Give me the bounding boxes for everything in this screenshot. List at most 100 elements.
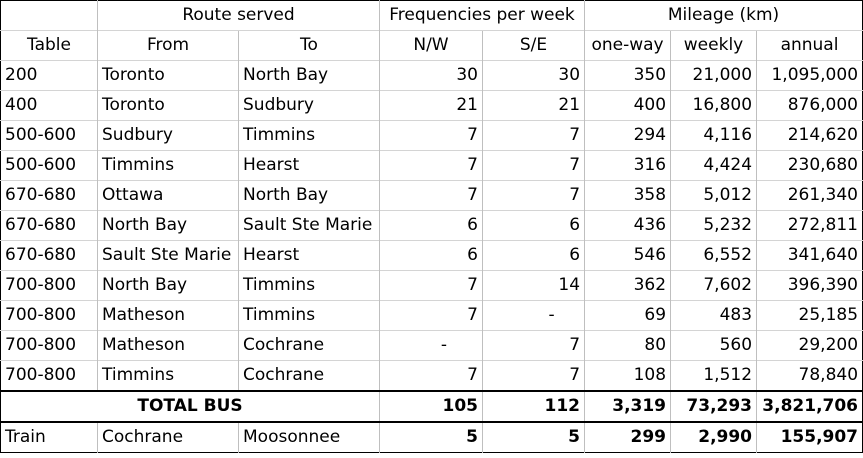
cell-oneway: 316 (584, 150, 671, 181)
cell-se: 21 (481, 90, 585, 121)
total-se: 112 (481, 390, 585, 422)
train-annual: 155,907 (756, 421, 863, 453)
table-row: 500-600 Timmins Hearst 7 7 316 4,424 230… (0, 150, 863, 181)
cell-from: Sudbury (97, 120, 239, 151)
cell-nw: - (379, 330, 483, 361)
cell-se: 30 (481, 60, 585, 91)
cell-to: Timmins (238, 270, 380, 301)
header-blank-cell (1, 1, 98, 31)
cell-annual: 261,340 (756, 180, 863, 211)
total-row: TOTAL BUS 105 112 3,319 73,293 3,821,706 (0, 390, 863, 422)
cell-se: 7 (481, 330, 585, 361)
cell-se: - (481, 300, 585, 331)
cell-table: 700-800 (0, 330, 98, 361)
train-row: Train Cochrane Moosonnee 5 5 299 2,990 1… (0, 421, 863, 453)
cell-weekly: 5,012 (670, 180, 757, 211)
cell-oneway: 436 (584, 210, 671, 241)
cell-weekly: 1,512 (670, 360, 757, 391)
cell-nw: 7 (379, 270, 483, 301)
cell-from: Timmins (97, 150, 239, 181)
cell-to: Sault Ste Marie (238, 210, 380, 241)
cell-nw: 7 (379, 120, 483, 151)
total-annual: 3,821,706 (756, 390, 863, 422)
cell-annual: 396,390 (756, 270, 863, 301)
table-row: 670-680 Ottawa North Bay 7 7 358 5,012 2… (0, 180, 863, 211)
train-weekly: 2,990 (670, 421, 757, 453)
train-se: 5 (481, 421, 585, 453)
cell-table: 400 (0, 90, 98, 121)
cell-from: Sault Ste Marie (97, 240, 239, 271)
cell-table: 700-800 (0, 270, 98, 301)
cell-from: North Bay (97, 210, 239, 241)
train-table: Train (0, 421, 98, 453)
cell-oneway: 546 (584, 240, 671, 271)
table-row: 400 Toronto Sudbury 21 21 400 16,800 876… (0, 90, 863, 121)
header-row-1: Route served Frequencies per week Mileag… (1, 0, 863, 31)
header-annual: annual (756, 30, 863, 61)
cell-oneway: 362 (584, 270, 671, 301)
cell-nw: 7 (379, 300, 483, 331)
cell-to: Cochrane (238, 330, 380, 361)
header-from: From (97, 30, 239, 61)
cell-weekly: 7,602 (670, 270, 757, 301)
cell-to: North Bay (238, 60, 380, 91)
table-row: 700-800 Matheson Cochrane - 7 80 560 29,… (0, 330, 863, 361)
cell-table: 700-800 (0, 300, 98, 331)
cell-table: 670-680 (0, 240, 98, 271)
cell-se: 7 (481, 180, 585, 211)
cell-to: Hearst (238, 240, 380, 271)
cell-to: Sudbury (238, 90, 380, 121)
cell-annual: 272,811 (756, 210, 863, 241)
train-from: Cochrane (97, 421, 239, 453)
header-table: Table (0, 30, 98, 61)
cell-annual: 29,200 (756, 330, 863, 361)
header-mileage: Mileage (km) (584, 0, 863, 31)
train-to: Moosonnee (238, 421, 380, 453)
header-to: To (238, 30, 380, 61)
total-nw: 105 (379, 390, 483, 422)
cell-table: 670-680 (0, 180, 98, 211)
header-row-2: Table From To N/W S/E one-way weekly ann… (0, 30, 863, 61)
cell-from: Timmins (97, 360, 239, 391)
cell-table: 500-600 (0, 150, 98, 181)
cell-from: Toronto (97, 60, 239, 91)
cell-table: 200 (0, 60, 98, 91)
cell-oneway: 108 (584, 360, 671, 391)
header-se: S/E (481, 30, 585, 61)
total-oneway: 3,319 (584, 390, 671, 422)
cell-from: Matheson (97, 300, 239, 331)
cell-nw: 6 (379, 240, 483, 271)
cell-se: 7 (481, 360, 585, 391)
cell-oneway: 400 (584, 90, 671, 121)
cell-to: Cochrane (238, 360, 380, 391)
header-nw: N/W (379, 30, 483, 61)
cell-from: Matheson (97, 330, 239, 361)
table-row: 500-600 Sudbury Timmins 7 7 294 4,116 21… (0, 120, 863, 151)
cell-to: North Bay (238, 180, 380, 211)
total-label: TOTAL BUS (0, 390, 380, 422)
cell-nw: 7 (379, 150, 483, 181)
table-row: 700-800 Matheson Timmins 7 - 69 483 25,1… (0, 300, 863, 331)
cell-weekly: 16,800 (670, 90, 757, 121)
header-oneway: one-way (584, 30, 671, 61)
cell-se: 7 (481, 120, 585, 151)
header-weekly: weekly (670, 30, 757, 61)
cell-oneway: 294 (584, 120, 671, 151)
cell-nw: 21 (379, 90, 483, 121)
cell-oneway: 80 (584, 330, 671, 361)
cell-from: Ottawa (97, 180, 239, 211)
cell-weekly: 560 (670, 330, 757, 361)
cell-annual: 230,680 (756, 150, 863, 181)
cell-from: North Bay (97, 270, 239, 301)
cell-oneway: 69 (584, 300, 671, 331)
cell-se: 14 (481, 270, 585, 301)
cell-weekly: 4,116 (670, 120, 757, 151)
cell-to: Hearst (238, 150, 380, 181)
cell-table: 670-680 (0, 210, 98, 241)
cell-annual: 25,185 (756, 300, 863, 331)
table-row: 670-680 North Bay Sault Ste Marie 6 6 43… (0, 210, 863, 241)
train-nw: 5 (379, 421, 483, 453)
cell-oneway: 358 (584, 180, 671, 211)
cell-se: 7 (481, 150, 585, 181)
cell-weekly: 483 (670, 300, 757, 331)
